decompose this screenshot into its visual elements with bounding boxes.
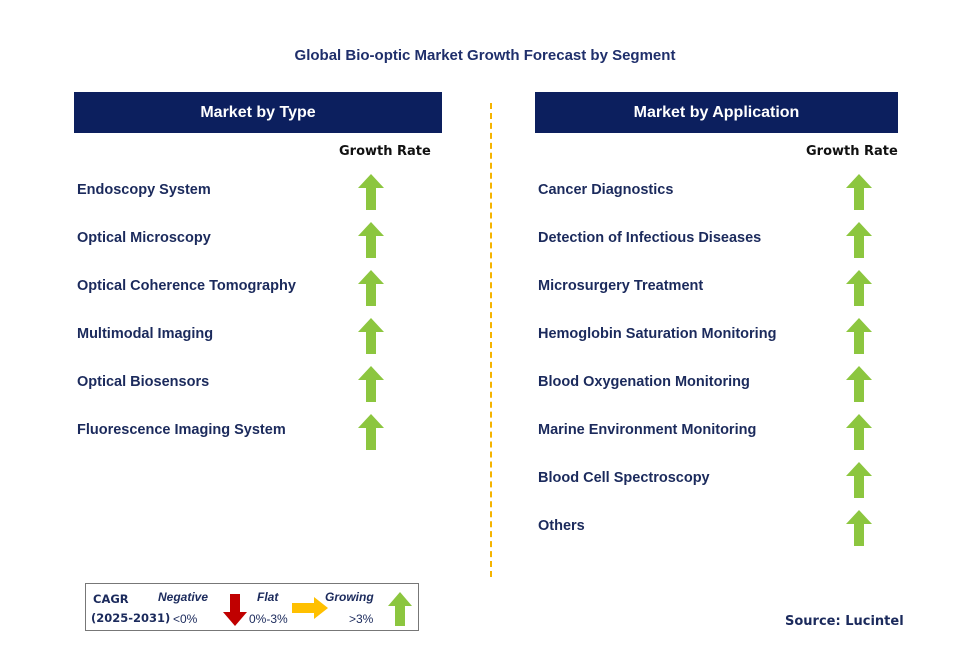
legend-flat-label: Flat <box>257 590 279 604</box>
application-item-label: Others <box>538 518 585 534</box>
up-arrow-icon <box>846 462 872 498</box>
up-arrow-icon <box>846 510 872 546</box>
type-item-label: Multimodal Imaging <box>77 326 214 342</box>
legend-negative-range: <0% <box>173 612 198 626</box>
page-title: Global Bio-optic Market Growth Forecast … <box>294 47 676 64</box>
up-arrow-icon <box>846 222 872 258</box>
type-item-label: Optical Coherence Tomography <box>77 278 296 294</box>
type-item-label: Optical Microscopy <box>77 230 211 246</box>
legend-flat-range: 0%-3% <box>249 612 288 626</box>
type-item-label: Fluorescence Imaging System <box>77 422 286 438</box>
application-item-label: Hemoglobin Saturation Monitoring <box>538 326 777 342</box>
up-arrow-icon <box>358 270 384 306</box>
up-arrow-icon <box>388 592 412 626</box>
type-item-label: Optical Biosensors <box>77 374 210 390</box>
application-item-label: Marine Environment Monitoring <box>538 422 757 438</box>
market-by-type-header: Market by Type <box>74 92 442 133</box>
down-arrow-icon <box>223 594 247 626</box>
application-item-label: Blood Cell Spectroscopy <box>538 470 710 486</box>
market-by-application-header: Market by Application <box>535 92 898 133</box>
type-item-label: Endoscopy System <box>77 182 211 198</box>
legend-growing-range: >3% <box>349 612 374 626</box>
application-item-label: Cancer Diagnostics <box>538 182 674 198</box>
up-arrow-icon <box>358 174 384 210</box>
application-item-label: Detection of Infectious Diseases <box>538 230 762 246</box>
legend-growing-label: Growing <box>325 590 374 604</box>
up-arrow-icon <box>846 366 872 402</box>
cagr-legend: CAGR (2025-2031) Negative <0% Flat 0%-3%… <box>85 583 419 631</box>
up-arrow-icon <box>358 414 384 450</box>
source-label: Source: Lucintel <box>785 614 904 629</box>
up-arrow-icon <box>846 318 872 354</box>
up-arrow-icon <box>846 414 872 450</box>
application-item-label: Microsurgery Treatment <box>538 278 704 294</box>
application-item-label: Blood Oxygenation Monitoring <box>538 374 750 390</box>
up-arrow-icon <box>358 222 384 258</box>
right-growth-rate-label: Growth Rate <box>806 144 898 159</box>
legend-negative-label: Negative <box>158 590 209 604</box>
legend-cagr-label: CAGR <box>93 592 129 606</box>
right-arrow-icon <box>292 597 328 619</box>
up-arrow-icon <box>358 318 384 354</box>
up-arrow-icon <box>846 174 872 210</box>
left-growth-rate-label: Growth Rate <box>339 144 431 159</box>
legend-period-label: (2025-2031) <box>91 611 171 625</box>
up-arrow-icon <box>358 366 384 402</box>
panel-divider <box>490 103 492 577</box>
up-arrow-icon <box>846 270 872 306</box>
